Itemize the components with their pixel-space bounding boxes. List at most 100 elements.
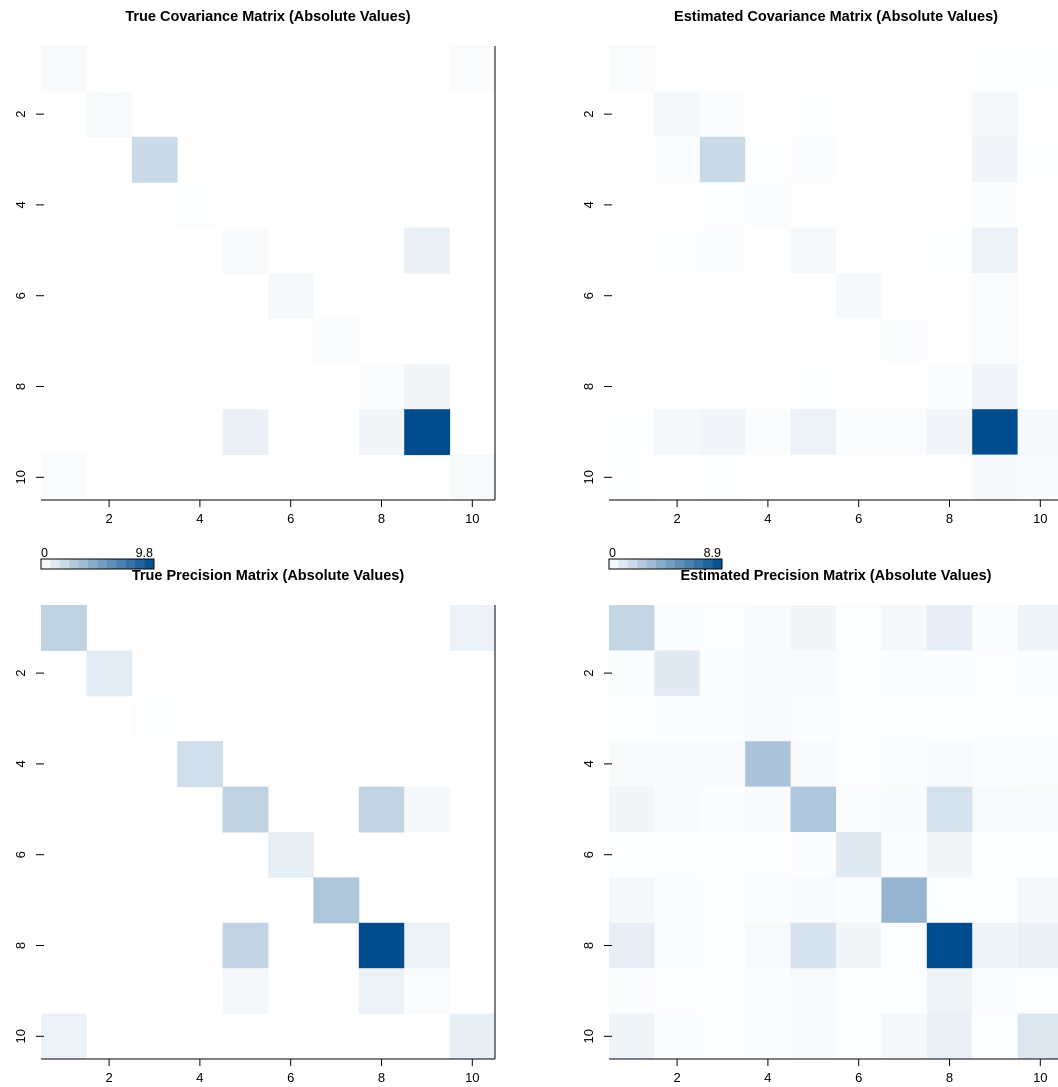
heatmap-cell-r6-c1 bbox=[609, 832, 655, 878]
heatmap-cell-r4-c9 bbox=[972, 182, 1019, 229]
x-tick-label: 10 bbox=[465, 1070, 479, 1085]
heatmap-cell-r9-c10 bbox=[1017, 968, 1058, 1015]
heatmap-cell-r2-c7 bbox=[881, 650, 928, 697]
heatmap-cell-r10-c10 bbox=[449, 454, 496, 501]
heatmap-cells bbox=[609, 605, 1058, 1060]
heatmap-cell-r3-c2 bbox=[654, 695, 701, 742]
heatmap-cell-r9-c5 bbox=[790, 968, 837, 1015]
heatmap-cell-r7-c1 bbox=[609, 318, 655, 365]
heatmap-cell-r1-c8 bbox=[926, 46, 973, 92]
heatmap-cell-r10-c4 bbox=[745, 1013, 792, 1060]
heatmap-cell-r4-c5 bbox=[790, 182, 837, 229]
heatmap-cell-r4-c10 bbox=[1017, 741, 1058, 788]
heatmap-cell-r5-c4 bbox=[745, 786, 792, 833]
heatmap-cell-r1-c3 bbox=[699, 605, 746, 651]
y-tick-label: 10 bbox=[13, 470, 28, 484]
heatmap-cell-r8-c7 bbox=[881, 363, 928, 410]
heatmap-cell-r5-c1 bbox=[609, 786, 655, 833]
heatmap-cell-r2-c6 bbox=[836, 91, 882, 138]
heatmap-cell-r9-c9 bbox=[404, 409, 451, 456]
heatmap-cell-r6-c9 bbox=[972, 273, 1019, 319]
heatmap-cell-r7-c7 bbox=[881, 877, 928, 924]
color-bar-step bbox=[609, 559, 619, 569]
heatmap-cell-r10-c6 bbox=[836, 1013, 882, 1060]
heatmap-cell-r1-c1 bbox=[41, 46, 87, 92]
heatmap-cell-r10-c9 bbox=[972, 1013, 1019, 1060]
heatmap-cell-r3-c3 bbox=[699, 695, 746, 742]
x-tick-label: 8 bbox=[946, 511, 953, 526]
heatmap-cell-r2-c2 bbox=[86, 91, 133, 138]
color-bar: 0 9.8 bbox=[40, 546, 155, 570]
heatmap-cells bbox=[609, 46, 1058, 501]
heatmap-cell-r2-c8 bbox=[926, 650, 973, 697]
heatmap-cell-r2-c1 bbox=[609, 91, 655, 138]
heatmap-cell-r5-c6 bbox=[836, 227, 882, 274]
heatmap-cell-r5-c5 bbox=[222, 786, 269, 833]
color-bar-border bbox=[608, 558, 723, 570]
color-bar: 0 8.9 bbox=[608, 546, 723, 570]
heatmap-cell-r5-c2 bbox=[654, 227, 701, 274]
heatmap-cell-r10-c10 bbox=[1017, 1013, 1058, 1060]
heatmap-cell-r6-c10 bbox=[1017, 832, 1058, 878]
panel-title: Estimated Precision Matrix (Absolute Val… bbox=[680, 568, 991, 584]
heatmap-cell-r9-c4 bbox=[745, 409, 792, 456]
y-tick-label: 10 bbox=[581, 470, 596, 484]
heatmap-cell-r3-c10 bbox=[1017, 136, 1058, 183]
color-bar-step bbox=[69, 559, 79, 569]
color-bar-min-label: 0 bbox=[41, 546, 48, 560]
heatmap-cell-r5-c10 bbox=[1017, 227, 1058, 274]
heatmap-cell-r4-c2 bbox=[654, 182, 701, 229]
heatmap-cell-r1-c7 bbox=[881, 605, 928, 651]
heatmap-cell-r4-c2 bbox=[654, 741, 701, 788]
heatmap-cell-r2-c1 bbox=[609, 650, 655, 697]
heatmap-cell-r8-c9 bbox=[404, 363, 451, 410]
heatmap-cell-r1-c1 bbox=[609, 46, 655, 92]
heatmap-cell-r6-c4 bbox=[745, 832, 792, 878]
heatmap-cell-r7-c8 bbox=[926, 318, 973, 365]
heatmap-cell-r4-c4 bbox=[177, 182, 224, 229]
heatmap-cell-r8-c2 bbox=[654, 922, 701, 969]
heatmap-cell-r7-c2 bbox=[654, 318, 701, 365]
heatmap-cell-r1-c6 bbox=[836, 605, 882, 651]
heatmap-cell-r3-c2 bbox=[654, 136, 701, 183]
heatmap-cell-r5-c1 bbox=[609, 227, 655, 274]
color-bar-step bbox=[656, 559, 666, 569]
heatmap-cell-r9-c3 bbox=[699, 409, 746, 456]
heatmap-cell-r2-c10 bbox=[1017, 91, 1058, 138]
heatmap-cell-r8-c5 bbox=[790, 922, 837, 969]
heatmap-cell-r3-c10 bbox=[1017, 695, 1058, 742]
heatmap-cell-r9-c8 bbox=[926, 968, 973, 1015]
heatmap-cell-r7-c7 bbox=[881, 318, 928, 365]
heatmap-cell-r4-c4 bbox=[745, 182, 792, 229]
heatmap-cell-r2-c3 bbox=[699, 650, 746, 697]
panel-title: True Precision Matrix (Absolute Values) bbox=[132, 568, 405, 584]
heatmap-cell-r3-c7 bbox=[881, 695, 928, 742]
heatmap-cell-r10-c8 bbox=[926, 454, 973, 501]
heatmap-panel-3: True Precision Matrix (Absolute Values) 2… bbox=[13, 568, 496, 1085]
panel-title: Estimated Covariance Matrix (Absolute Va… bbox=[674, 9, 998, 25]
heatmap-cell-r1-c3 bbox=[699, 46, 746, 92]
heatmap-cell-r4-c8 bbox=[926, 741, 973, 788]
y-tick-label: 2 bbox=[581, 110, 596, 117]
heatmap-panel-4: Estimated Precision Matrix (Absolute Val… bbox=[581, 568, 1058, 1085]
heatmap-cell-r2-c2 bbox=[654, 91, 701, 138]
heatmap-cell-r10-c1 bbox=[41, 1013, 87, 1060]
heatmap-cell-r3-c1 bbox=[609, 136, 655, 183]
heatmap-cell-r10-c1 bbox=[41, 454, 87, 501]
color-bar-step bbox=[693, 559, 704, 569]
heatmap-cell-r8-c1 bbox=[609, 363, 655, 410]
heatmap-cell-r5-c5 bbox=[790, 786, 837, 833]
color-bar-step bbox=[144, 559, 155, 569]
heatmap-cell-r4-c5 bbox=[790, 741, 837, 788]
heatmap-cell-r4-c3 bbox=[699, 182, 746, 229]
heatmap-cell-r2-c8 bbox=[926, 91, 973, 138]
heatmap-cell-r2-c6 bbox=[836, 650, 882, 697]
heatmap-cell-r1-c9 bbox=[972, 46, 1019, 92]
y-tick-label: 6 bbox=[581, 851, 596, 858]
y-tick-label: 2 bbox=[13, 110, 28, 117]
heatmap-cell-r10-c2 bbox=[654, 1013, 701, 1060]
color-bar-step bbox=[646, 559, 657, 569]
heatmap-cell-r4-c1 bbox=[609, 741, 655, 788]
heatmap-cell-r4-c1 bbox=[609, 182, 655, 229]
heatmap-cell-r4-c9 bbox=[972, 741, 1019, 788]
